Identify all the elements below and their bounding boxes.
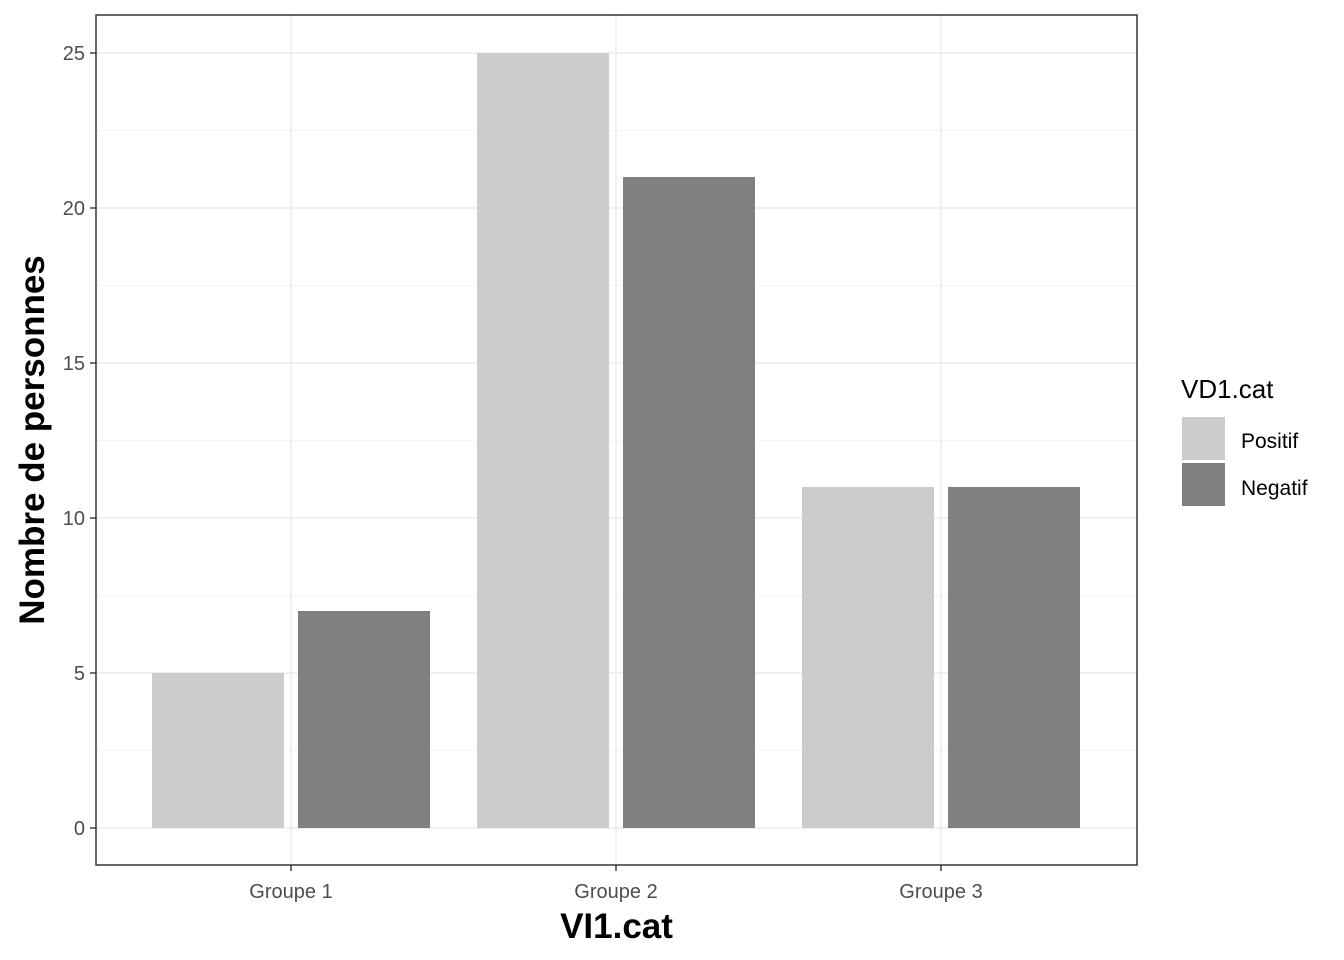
x-axis-title: VI1.cat [560, 907, 673, 946]
legend-title: VD1.cat [1181, 374, 1274, 404]
x-tick-label: Groupe 2 [574, 881, 657, 903]
bar-positif-3 [802, 487, 934, 828]
bar-negatif-2 [623, 177, 755, 828]
legend-label-positif: Positif [1241, 430, 1298, 453]
y-tick-label: 5 [74, 663, 85, 685]
y-tick-label: 10 [63, 508, 85, 530]
bar-negatif-3 [948, 487, 1080, 828]
bar-positif-2 [477, 53, 609, 828]
legend-key-positif [1182, 417, 1225, 460]
x-tick-label: Groupe 1 [249, 881, 332, 903]
legend-key-negatif [1182, 463, 1225, 506]
y-axis-title: Nombre de personnes [13, 255, 52, 625]
legend-label-negatif: Negatif [1241, 477, 1308, 500]
legend: VD1.cat Positif Negatif [1181, 374, 1308, 506]
x-tick-label: Groupe 3 [899, 881, 982, 903]
y-axis: 0 5 10 15 20 25 [63, 43, 96, 840]
bar-positif-1 [152, 673, 284, 828]
bar-negatif-1 [298, 611, 430, 828]
y-tick-label: 25 [63, 43, 85, 65]
x-axis: Groupe 1 Groupe 2 Groupe 3 [249, 865, 983, 903]
y-tick-label: 20 [63, 198, 85, 220]
y-tick-label: 15 [63, 353, 85, 375]
bars [152, 53, 1080, 828]
y-tick-label: 0 [74, 818, 85, 840]
